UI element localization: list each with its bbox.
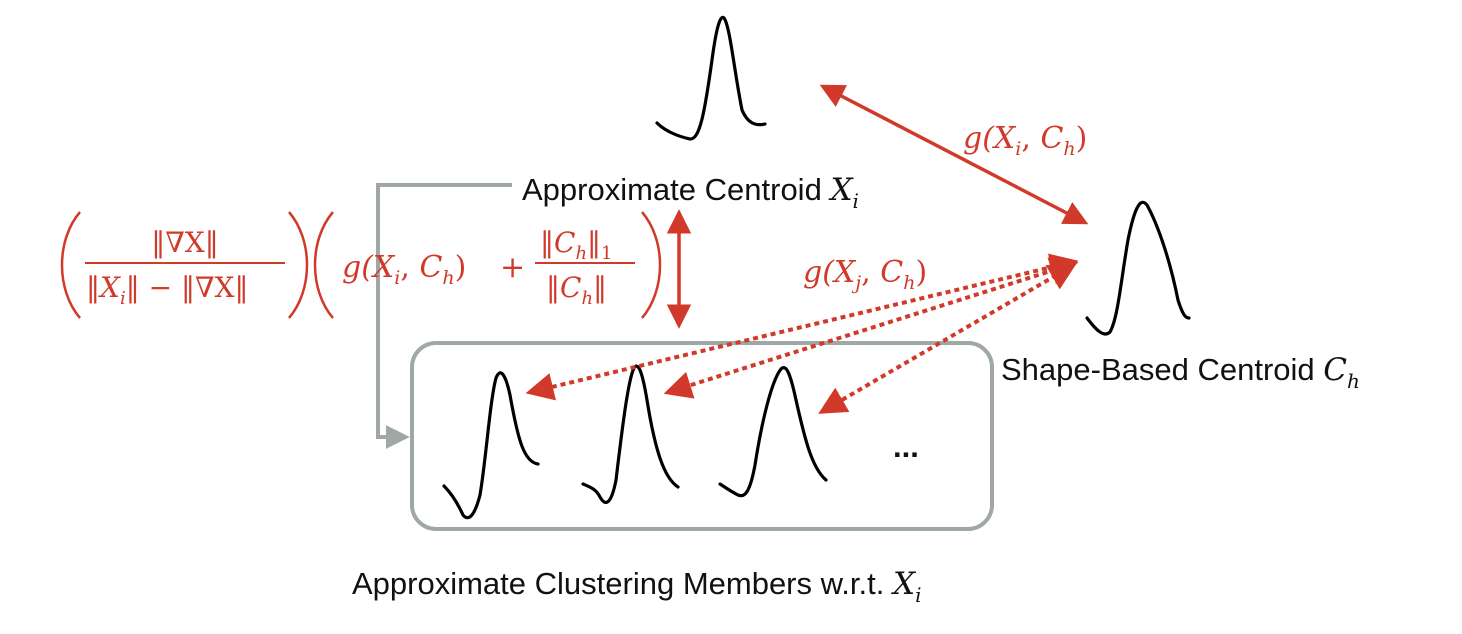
shape-based-centroid-signal [1085,200,1191,336]
approximate-centroid-signal [655,15,767,141]
shape-based-centroid-label: Shape-Based Centroid Ch [1001,352,1360,393]
distance-label-xj-ch: g(Xj, Ch) [803,255,927,294]
formula-distance-term: g(Xi, Ch) [342,250,466,289]
formula-left-numerator: ‖∇X‖ [151,226,218,259]
member-distance-arrow-3 [818,263,1077,414]
distance-label-xi-ch: g(Xi, Ch) [963,121,1087,160]
members-ellipsis: ... [893,429,919,464]
member-signal-1 [442,371,540,520]
scoring-formula: ‖∇X‖ ‖Xi‖ − ‖∇X‖ g(Xi, Ch) + ‖Ch‖1 ‖Ch‖ [60,211,662,319]
member-signal-2 [581,364,680,505]
centroid-to-members-connector [376,183,512,449]
member-signal-3 [718,366,828,498]
members-label: Approximate Clustering Members w.r.t. Xi [352,566,921,607]
formula-right-numerator: ‖Ch‖1 [540,226,612,264]
distance-arrow-centroids [819,84,1089,225]
formula-right-denominator: ‖Ch‖ [546,271,607,309]
approximate-centroid-label: Approximate Centroid Xi [522,172,859,213]
formula-plus: + [500,250,525,285]
formula-left-denominator: ‖Xi‖ − ‖∇X‖ [86,271,248,309]
